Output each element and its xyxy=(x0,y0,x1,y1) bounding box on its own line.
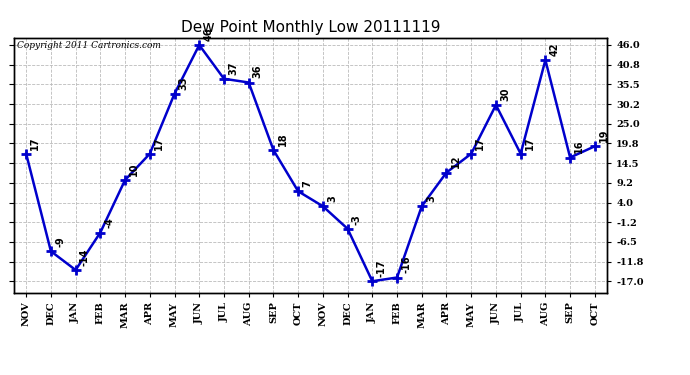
Text: 17: 17 xyxy=(475,136,485,150)
Text: 19: 19 xyxy=(599,129,609,142)
Text: 46: 46 xyxy=(204,27,213,41)
Text: -9: -9 xyxy=(55,236,65,247)
Text: 17: 17 xyxy=(30,136,40,150)
Text: 30: 30 xyxy=(500,87,510,101)
Title: Dew Point Monthly Low 20111119: Dew Point Monthly Low 20111119 xyxy=(181,20,440,35)
Text: 17: 17 xyxy=(525,136,535,150)
Text: 37: 37 xyxy=(228,61,238,75)
Text: 3: 3 xyxy=(327,195,337,202)
Text: -17: -17 xyxy=(377,260,386,277)
Text: Copyright 2011 Cartronics.com: Copyright 2011 Cartronics.com xyxy=(17,41,161,50)
Text: 16: 16 xyxy=(574,140,584,153)
Text: -4: -4 xyxy=(104,217,115,228)
Text: 17: 17 xyxy=(154,136,164,150)
Text: 10: 10 xyxy=(129,162,139,176)
Text: 42: 42 xyxy=(549,42,560,56)
Text: 12: 12 xyxy=(451,155,461,168)
Text: 3: 3 xyxy=(426,195,436,202)
Text: 7: 7 xyxy=(302,180,313,187)
Text: 33: 33 xyxy=(179,76,188,90)
Text: 36: 36 xyxy=(253,65,263,78)
Text: 18: 18 xyxy=(277,132,288,146)
Text: -3: -3 xyxy=(352,214,362,225)
Text: -16: -16 xyxy=(401,256,411,273)
Text: -14: -14 xyxy=(80,248,90,266)
